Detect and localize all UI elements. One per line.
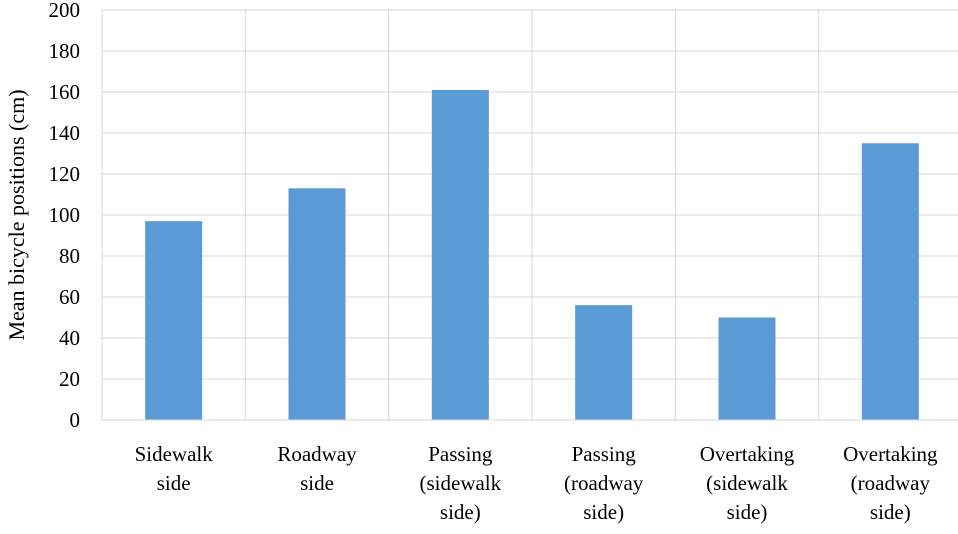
bar [718, 317, 776, 420]
x-category-label: Overtaking (sidewalk side) [700, 442, 795, 524]
y-tick-label: 140 [49, 121, 81, 145]
y-axis-title: Mean bicycle positions (cm) [4, 89, 29, 340]
x-category-label-line: Passing [572, 442, 637, 466]
bar [145, 221, 203, 420]
x-category-label-line: side [300, 471, 334, 495]
x-category-label-line: Overtaking [843, 442, 938, 466]
x-category-label-line: (roadway [851, 471, 931, 495]
x-category-label-line: (roadway [564, 471, 644, 495]
bar [861, 143, 919, 420]
x-category-label-line: side) [870, 500, 911, 524]
x-category-label-line: Sidewalk [135, 442, 214, 466]
x-category-label-line: (sidewalk [706, 471, 788, 495]
y-tick-label: 100 [49, 203, 81, 227]
bar [575, 305, 633, 420]
x-category-label-line: side) [440, 500, 481, 524]
y-tick-label: 200 [49, 0, 81, 22]
x-category-labels: Sidewalk side Roadway side Passing (sidewalk s… [135, 442, 938, 524]
x-category-label-line: side) [583, 500, 624, 524]
y-tick-label: 0 [70, 408, 81, 432]
x-category-label: Sidewalk side [135, 442, 214, 495]
bar [431, 89, 489, 420]
x-category-label: Roadway side [277, 442, 357, 495]
x-category-label-line: Passing [428, 442, 493, 466]
x-category-label-line: Overtaking [700, 442, 795, 466]
x-category-label: Overtaking (roadway side) [843, 442, 938, 524]
x-category-label: Passing (sidewalk side) [420, 442, 502, 524]
y-tick-label: 40 [59, 326, 80, 350]
x-category-label-line: Roadway [277, 442, 357, 466]
x-category-label: Passing (roadway side) [564, 442, 644, 524]
x-category-label-line: (sidewalk [420, 471, 502, 495]
y-tick-labels: 0 20 40 60 80 100 120 140 160 180 200 [49, 0, 81, 432]
bar [288, 188, 346, 420]
y-tick-label: 160 [49, 80, 81, 104]
y-tick-label: 120 [49, 162, 81, 186]
gridlines [101, 9, 958, 420]
y-tick-label: 80 [59, 244, 80, 268]
x-category-label-line: side [157, 471, 191, 495]
x-category-label-line: side) [727, 500, 768, 524]
y-tick-label: 20 [59, 367, 80, 391]
y-tick-label: 60 [59, 285, 80, 309]
bars [145, 89, 919, 420]
y-tick-label: 180 [49, 39, 81, 63]
